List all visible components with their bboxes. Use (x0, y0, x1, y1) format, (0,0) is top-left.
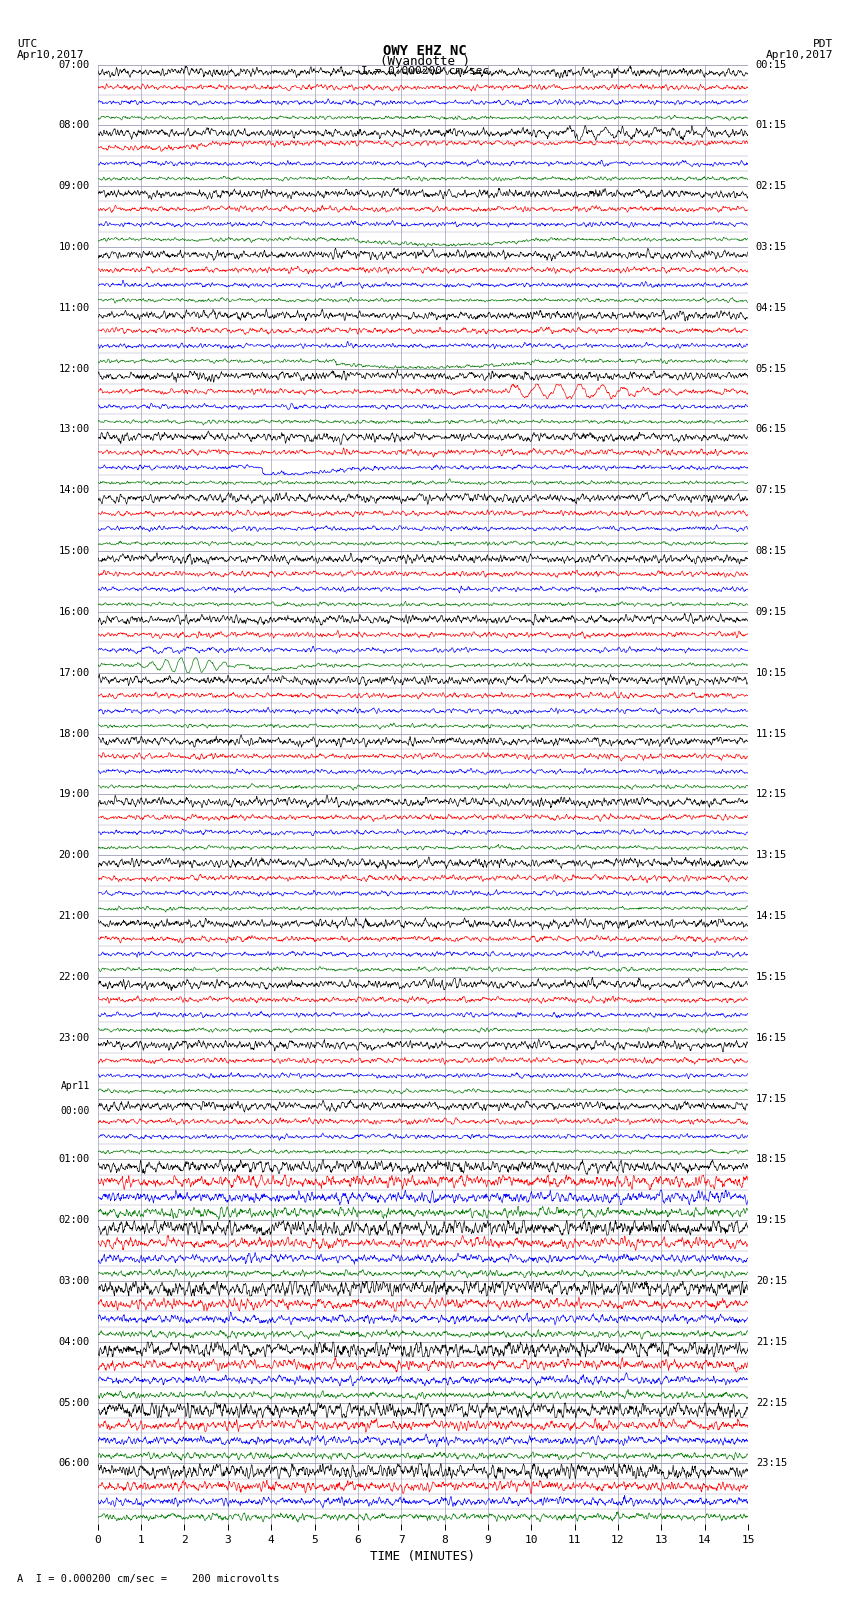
Text: 16:15: 16:15 (756, 1032, 787, 1042)
Text: 15:00: 15:00 (59, 547, 90, 556)
Text: Apr10,2017: Apr10,2017 (17, 50, 84, 60)
Text: 03:15: 03:15 (756, 242, 787, 252)
Text: 06:00: 06:00 (59, 1458, 90, 1468)
Text: 12:00: 12:00 (59, 363, 90, 374)
Text: 23:00: 23:00 (59, 1032, 90, 1042)
Text: 00:00: 00:00 (60, 1107, 90, 1116)
Text: A  I = 0.000200 cm/sec =    200 microvolts: A I = 0.000200 cm/sec = 200 microvolts (17, 1574, 280, 1584)
Text: 14:00: 14:00 (59, 486, 90, 495)
Text: 17:15: 17:15 (756, 1094, 787, 1103)
Text: 17:00: 17:00 (59, 668, 90, 677)
Text: 11:00: 11:00 (59, 303, 90, 313)
Text: 07:15: 07:15 (756, 486, 787, 495)
Text: 23:15: 23:15 (756, 1458, 787, 1468)
Text: 19:15: 19:15 (756, 1215, 787, 1226)
Text: 08:15: 08:15 (756, 547, 787, 556)
Text: 20:15: 20:15 (756, 1276, 787, 1286)
Text: 00:15: 00:15 (756, 60, 787, 69)
Text: 10:00: 10:00 (59, 242, 90, 252)
Text: 09:00: 09:00 (59, 181, 90, 192)
Text: 01:15: 01:15 (756, 121, 787, 131)
Text: 14:15: 14:15 (756, 911, 787, 921)
Text: 16:00: 16:00 (59, 606, 90, 616)
Text: OWY EHZ NC: OWY EHZ NC (383, 44, 467, 58)
Text: (Wyandotte ): (Wyandotte ) (380, 55, 470, 68)
Text: 02:15: 02:15 (756, 181, 787, 192)
Text: 22:00: 22:00 (59, 973, 90, 982)
Text: 06:15: 06:15 (756, 424, 787, 434)
Text: 08:00: 08:00 (59, 121, 90, 131)
Text: I = 0.000200 cm/sec: I = 0.000200 cm/sec (361, 66, 489, 76)
Text: 10:15: 10:15 (756, 668, 787, 677)
Text: 03:00: 03:00 (59, 1276, 90, 1286)
Text: 19:00: 19:00 (59, 789, 90, 800)
Text: 04:15: 04:15 (756, 303, 787, 313)
Text: 15:15: 15:15 (756, 973, 787, 982)
Text: 04:00: 04:00 (59, 1337, 90, 1347)
Text: 22:15: 22:15 (756, 1397, 787, 1408)
Text: 07:00: 07:00 (59, 60, 90, 69)
Text: 18:15: 18:15 (756, 1155, 787, 1165)
Text: 18:00: 18:00 (59, 729, 90, 739)
X-axis label: TIME (MINUTES): TIME (MINUTES) (371, 1550, 475, 1563)
Text: 11:15: 11:15 (756, 729, 787, 739)
Text: 13:00: 13:00 (59, 424, 90, 434)
Text: 05:15: 05:15 (756, 363, 787, 374)
Text: 09:15: 09:15 (756, 606, 787, 616)
Text: 20:00: 20:00 (59, 850, 90, 860)
Text: 01:00: 01:00 (59, 1155, 90, 1165)
Text: Apr11: Apr11 (60, 1081, 90, 1092)
Text: 13:15: 13:15 (756, 850, 787, 860)
Text: 05:00: 05:00 (59, 1397, 90, 1408)
Text: PDT: PDT (813, 39, 833, 48)
Text: UTC: UTC (17, 39, 37, 48)
Text: 02:00: 02:00 (59, 1215, 90, 1226)
Text: Apr10,2017: Apr10,2017 (766, 50, 833, 60)
Text: 12:15: 12:15 (756, 789, 787, 800)
Text: 21:00: 21:00 (59, 911, 90, 921)
Text: 21:15: 21:15 (756, 1337, 787, 1347)
